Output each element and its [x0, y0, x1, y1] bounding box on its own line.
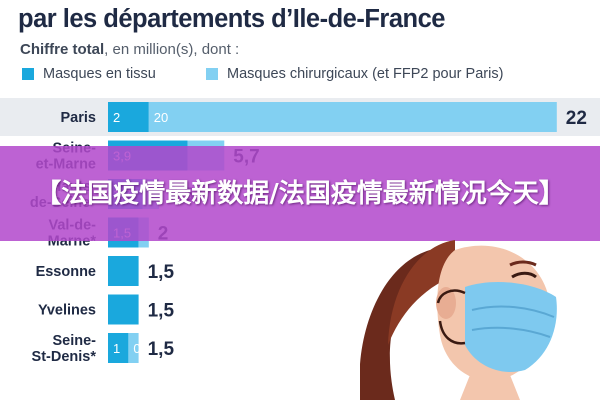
segment-label-chirurgicaux: 20	[154, 110, 168, 125]
neck-shape	[460, 375, 520, 400]
chart-title: par les départements d’Ile-de-France	[18, 5, 445, 33]
segment-label-chirurgicaux: 0,5	[133, 341, 151, 356]
legend-swatch-chirurgicaux	[206, 68, 218, 80]
total-label: 1,5	[148, 339, 175, 360]
legend-label-tissu: Masques en tissu	[43, 66, 156, 82]
title-banner-overlay: 【法国疫情最新数据/法国疫情最新情况今天】	[0, 146, 600, 241]
eye-shape	[511, 271, 537, 279]
mask-fold-2	[471, 326, 551, 338]
mask-strap	[436, 289, 466, 345]
hair-front	[388, 240, 455, 345]
segment-label-tissu: 1	[113, 341, 120, 356]
hair-shape	[360, 250, 430, 400]
category-label: Yvelines	[38, 303, 96, 319]
bar-segment-tissu	[108, 102, 149, 132]
bar-segment-chirurgicaux	[128, 333, 139, 363]
segment-label-tissu: 2	[113, 110, 120, 125]
chart-subtitle: Chiffre total, en million(s), dont :	[20, 41, 239, 58]
category-label: Seine-	[52, 333, 96, 349]
total-label: 22	[566, 108, 587, 129]
legend-item-chirurgicaux: Masques chirurgicaux (et FFP2 pour Paris…	[206, 65, 503, 83]
legend-swatch-tissu	[22, 68, 34, 80]
masked-woman-illustration	[360, 240, 557, 400]
bar-segment-tissu	[108, 333, 129, 363]
bar-segment-tissu	[108, 294, 139, 325]
total-label: 1,5	[148, 301, 175, 322]
category-label: Essonne	[36, 264, 96, 280]
subtitle-rest: , en million(s), dont :	[104, 41, 240, 58]
eyebrow-shape	[509, 260, 537, 267]
legend-item-tissu: Masques en tissu	[22, 65, 156, 83]
total-label: 1,5	[148, 262, 175, 283]
category-label: St-Denis*	[32, 349, 97, 365]
banner-text: 【法国疫情最新数据/法国疫情最新情况今天】	[35, 178, 565, 209]
mask-shape	[465, 282, 557, 373]
subtitle-bold: Chiffre total	[20, 41, 105, 58]
legend-label-chirurgicaux: Masques chirurgicaux (et FFP2 pour Paris…	[227, 66, 504, 82]
category-label: Paris	[61, 110, 96, 126]
bar-segment-chirurgicaux	[148, 102, 557, 132]
bar-segment-tissu	[108, 256, 139, 286]
mask-fold-1	[471, 305, 555, 318]
